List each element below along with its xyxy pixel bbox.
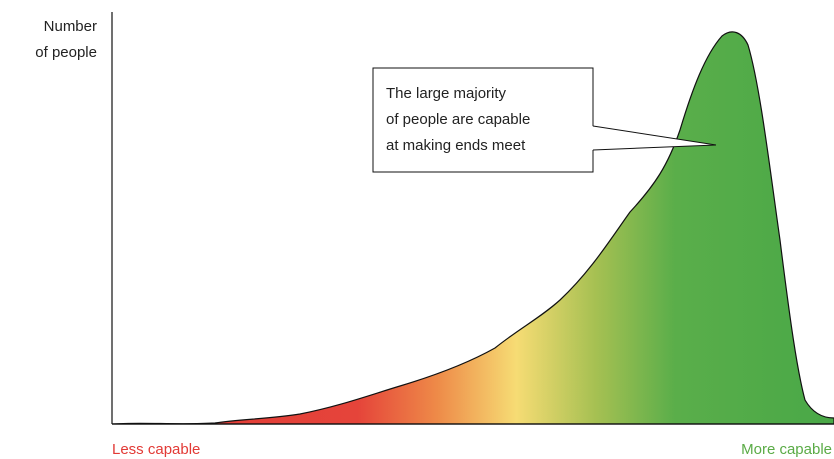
callout-pointer-fill [592, 126, 716, 150]
callout-pointer [592, 125, 717, 146]
callout-text: The large majority [386, 85, 507, 102]
distribution-curve [111, 31, 834, 425]
callout-text: at making ends meet [386, 137, 526, 154]
y-axis-label: of people [35, 44, 97, 61]
callout-text: of people are capable [386, 111, 530, 128]
callout-pointer [592, 144, 717, 151]
y-axis-label: Number [44, 18, 97, 35]
x-axis-label-right: More capable [741, 441, 832, 458]
x-axis-label-left: Less capable [112, 441, 200, 458]
callout-box [372, 67, 594, 173]
